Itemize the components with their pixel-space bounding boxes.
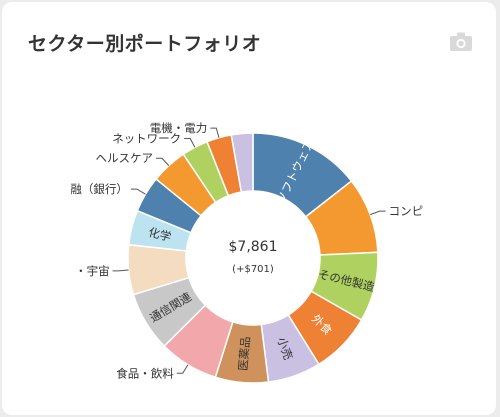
leader-line	[112, 269, 129, 272]
slice-label: ネットワーク	[112, 131, 181, 145]
slice-label: 融（銀行）	[70, 182, 128, 196]
leader-line	[370, 210, 386, 216]
camera-icon[interactable]	[448, 29, 474, 53]
card-title: セクター別ポートフォリオ	[28, 33, 262, 55]
slice-label: 食品・飲料	[116, 366, 174, 380]
slice-label: コンピ	[389, 204, 424, 218]
slice-label: ヘルスケア	[96, 151, 154, 165]
slice-label: 電機・電力	[150, 121, 208, 135]
leader-line	[130, 188, 146, 195]
center-total: $7,861	[229, 239, 278, 255]
leader-line	[176, 364, 189, 374]
leader-line	[156, 157, 170, 166]
slice-label: ・宇宙	[75, 264, 110, 278]
leader-line	[210, 127, 220, 138]
center-diff: (+$701)	[232, 264, 274, 275]
slice-label: 化学	[147, 225, 173, 244]
donut-slice[interactable]	[230, 132, 254, 193]
leader-line	[184, 137, 196, 148]
slice-label: 医薬品	[236, 336, 253, 372]
